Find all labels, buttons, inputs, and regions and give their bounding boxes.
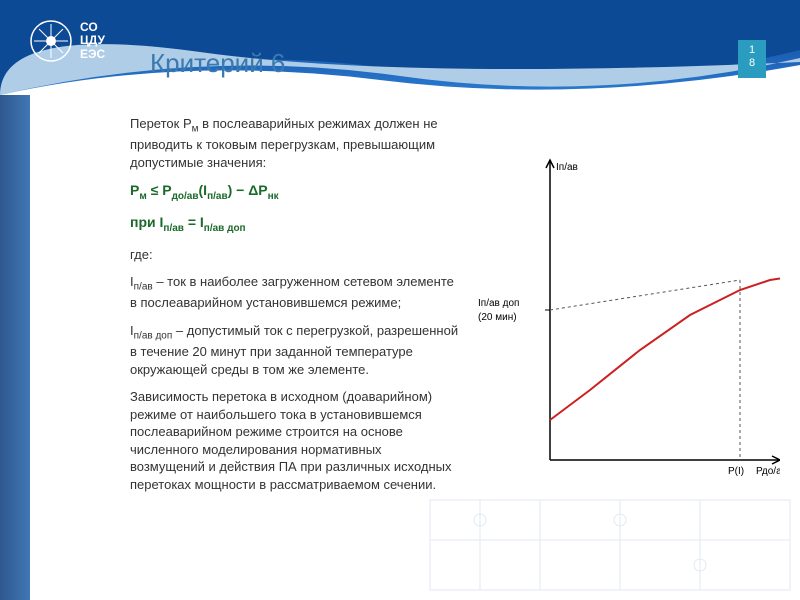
svg-text:Iп/ав доп: Iп/ав доп <box>478 298 519 309</box>
formula-main: Рм ≤ Рдо/ав(Iп/ав) − ΔРнк <box>130 181 460 203</box>
page-title: Критерий 6 <box>150 48 285 79</box>
svg-text:(20 мин): (20 мин) <box>478 312 517 323</box>
definition-1: Iп/ав – ток в наиболее загруженном сетев… <box>130 273 460 312</box>
intro-paragraph: Переток Рм в послеаварийных режимах долж… <box>130 115 460 171</box>
logo-line2: ЦДУ <box>80 34 105 47</box>
svg-text:P(I): P(I) <box>728 466 744 477</box>
logo: СО ЦДУ ЕЭС <box>30 20 105 62</box>
svg-text:Iп/ав: Iп/ав <box>556 162 578 173</box>
left-decoration-strip <box>0 95 30 600</box>
iv-curve-chart: Iп/ав Iп/ав доп (20 мин) P(I) Рдо/ав <box>470 140 780 480</box>
page-number-badge: 1 8 <box>738 40 766 78</box>
formula-condition: при Iп/ав = Iп/ав доп <box>130 213 460 235</box>
banner-swoosh <box>0 0 800 95</box>
logo-line3: ЕЭС <box>80 48 105 61</box>
where-label: где: <box>130 246 460 264</box>
body-text: Переток Рм в послеаварийных режимах долж… <box>130 115 460 503</box>
svg-text:Рдо/ав: Рдо/ав <box>756 466 780 477</box>
logo-text: СО ЦДУ ЕЭС <box>80 21 105 61</box>
watermark-diagram <box>420 480 800 600</box>
definition-2: Iп/ав доп – допустимый ток с перегрузкой… <box>130 322 460 378</box>
logo-icon <box>30 20 72 62</box>
explanation-paragraph: Зависимость перетока в исходном (доавари… <box>130 388 460 493</box>
header-banner: СО ЦДУ ЕЭС Критерий 6 1 8 <box>0 0 800 95</box>
